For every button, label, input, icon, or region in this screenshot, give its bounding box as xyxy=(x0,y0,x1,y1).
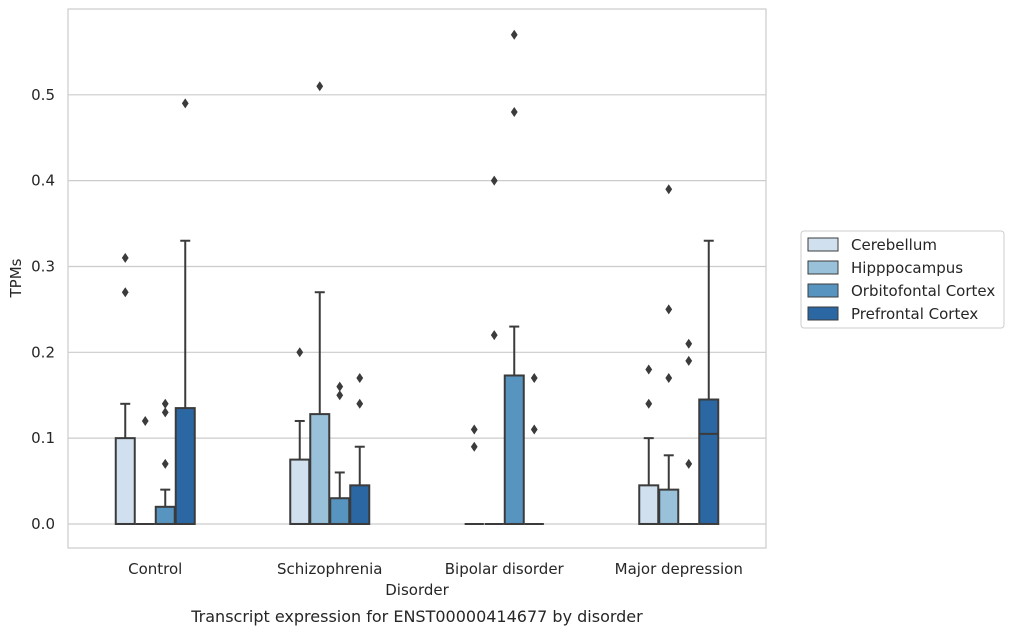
outlier-point xyxy=(161,407,169,418)
outlier-point xyxy=(530,424,538,435)
outlier-point xyxy=(296,347,304,358)
box xyxy=(114,437,136,525)
x-tick-label: Schizophrenia xyxy=(277,560,382,578)
outlier-point xyxy=(121,252,129,263)
y-tick-label: 0.1 xyxy=(31,429,55,447)
outlier-point xyxy=(490,330,498,341)
outlier-point xyxy=(645,398,653,409)
outlier-point xyxy=(665,373,673,384)
outlier-point xyxy=(356,398,364,409)
legend-swatch xyxy=(807,237,839,252)
outlier-point xyxy=(645,364,653,375)
outlier-point xyxy=(530,373,538,384)
outlier-point xyxy=(336,381,344,392)
box xyxy=(154,505,176,525)
legend-frame xyxy=(800,230,1005,329)
y-tick-label: 0.0 xyxy=(31,515,55,533)
outlier-point xyxy=(141,415,149,426)
grid-lines xyxy=(68,94,766,525)
figure-caption: Transcript expression for ENST0000041467… xyxy=(190,607,643,626)
outlier-point xyxy=(490,175,498,186)
x-axis-ticks: Control Schizophrenia Bipolar disorder Majo… xyxy=(128,560,743,578)
outlier-point xyxy=(510,29,518,40)
outlier-point xyxy=(685,458,693,469)
y-axis-ticks: 0.0 0.1 0.2 0.3 0.4 0.5 xyxy=(31,86,55,533)
x-tick-label: Major depression xyxy=(615,560,743,578)
outlier-point xyxy=(470,441,478,452)
outlier-point xyxy=(181,98,189,109)
outlier-point xyxy=(685,338,693,349)
box xyxy=(698,398,720,525)
outlier-point xyxy=(685,355,693,366)
box xyxy=(329,497,351,525)
y-tick-label: 0.5 xyxy=(31,86,55,104)
box xyxy=(289,458,311,525)
legend: Cerebellum Hipppocampus Orbitofontal Corte… xyxy=(800,230,1005,329)
outlier-point xyxy=(665,184,673,195)
y-tick-label: 0.4 xyxy=(31,172,55,190)
box xyxy=(658,488,680,525)
outlier-point xyxy=(510,106,518,117)
legend-label: Orbitofontal Cortex xyxy=(851,282,995,300)
outlier-point xyxy=(161,398,169,409)
outlier-point xyxy=(470,424,478,435)
legend-swatch xyxy=(807,260,839,275)
outlier-point xyxy=(356,373,364,384)
outlier-point xyxy=(336,390,344,401)
legend-label: Prefrontal Cortex xyxy=(851,305,978,323)
plot-frame xyxy=(67,8,767,549)
legend-label: Cerebellum xyxy=(851,236,937,254)
y-tick-label: 0.3 xyxy=(31,257,55,275)
box xyxy=(638,484,660,525)
x-tick-label: Control xyxy=(128,560,182,578)
y-tick-label: 0.2 xyxy=(31,343,55,361)
outlier-point xyxy=(316,81,324,92)
box xyxy=(503,374,525,525)
y-axis-label: TPMs xyxy=(7,258,25,298)
x-axis-label: Disorder xyxy=(385,581,449,599)
box xyxy=(349,484,371,525)
outlier-point xyxy=(665,304,673,315)
legend-swatch xyxy=(807,283,839,298)
box-plot-area xyxy=(114,29,720,525)
box xyxy=(309,413,331,525)
legend-swatch xyxy=(807,306,839,321)
box xyxy=(174,407,196,525)
outlier-point xyxy=(161,458,169,469)
outlier-point xyxy=(121,287,129,298)
x-tick-label: Bipolar disorder xyxy=(445,560,565,578)
legend-label: Hipppocampus xyxy=(851,259,963,277)
